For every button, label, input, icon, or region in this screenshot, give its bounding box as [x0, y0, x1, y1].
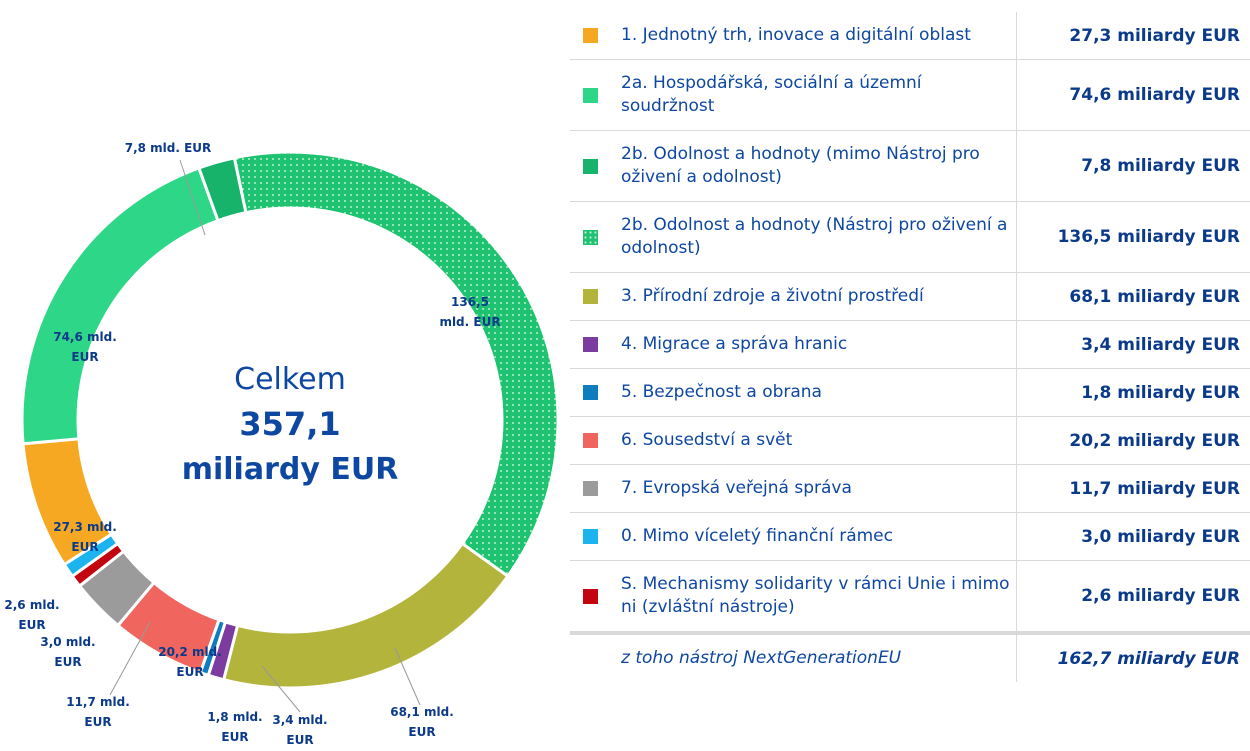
leader-line	[109, 621, 151, 696]
donut-chart	[20, 150, 560, 713]
leader-line	[394, 647, 421, 706]
slice-label: 1,8 mld. EUR	[207, 710, 263, 744]
legend-swatch	[583, 229, 598, 245]
legend-swatch	[583, 481, 598, 496]
footer-label: z toho nástroj NextGenerationEU	[621, 635, 1017, 682]
leader-line	[261, 665, 301, 713]
legend-value: 27,3 miliardy EUR	[1069, 25, 1240, 46]
legend-row: 0. Mimo víceletý finanční rámec 3,0 milia…	[570, 513, 1250, 561]
legend-row: 3. Přírodní zdroje a životní prostředí 68…	[570, 273, 1250, 321]
legend-label: 2a. Hospodářská, sociální a územní soudr…	[621, 60, 1017, 130]
legend-value: 136,5 miliardy EUR	[1057, 227, 1240, 247]
legend-row: 5. Bezpečnost a obrana 1,8 miliardy EUR	[570, 369, 1250, 417]
slice-label: 68,1 mld. EUR	[390, 705, 454, 739]
slice-label: 3,0 mld. EUR	[40, 635, 96, 669]
slice-label: 74,6 mld. EUR	[53, 330, 117, 364]
slice	[20, 166, 220, 446]
legend-value: 74,6 miliardy EUR	[1069, 85, 1240, 105]
slice-label: 11,7 mld. EUR	[66, 695, 130, 729]
legend-label: 5. Bezpečnost a obrana	[621, 369, 1017, 416]
legend-swatch	[583, 158, 598, 174]
center-unit: miliardy EUR	[181, 452, 399, 487]
legend-value: 2,6 miliardy EUR	[1081, 586, 1240, 606]
spacer	[583, 651, 598, 666]
slice-label: 27,3 mld. EUR	[53, 520, 117, 554]
footer-row: z toho nástroj NextGenerationEU 162,7 mil…	[570, 631, 1250, 682]
legend-label: 1. Jednotný trh, inovace a digitální obl…	[621, 12, 1017, 59]
legend-swatch	[583, 28, 598, 43]
legend-value: 3,0 miliardy EUR	[1081, 526, 1240, 547]
legend-row: 2a. Hospodářská, sociální a územní soudr…	[570, 60, 1250, 131]
legend-table: 1. Jednotný trh, inovace a digitální obl…	[570, 12, 1250, 682]
legend-value: 20,2 miliardy EUR	[1069, 430, 1240, 451]
slice-label: 2,6 mld. EUR	[4, 598, 60, 632]
leader-line	[179, 159, 206, 236]
slice-label: 7,8 mld. EUR	[124, 141, 212, 155]
legend-row: 1. Jednotný trh, inovace a digitální obl…	[570, 12, 1250, 60]
legend-row: 6. Sousedství a svět 20,2 miliardy EUR	[570, 417, 1250, 465]
legend-swatch	[583, 337, 598, 352]
legend-swatch	[583, 433, 598, 448]
legend-label: S. Mechanismy solidarity v rámci Unie i …	[621, 561, 1017, 631]
slice-label: 20,2 mld. EUR	[158, 645, 222, 679]
slice-label: 3,4 mld. EUR	[272, 713, 328, 747]
legend-swatch	[583, 385, 598, 400]
legend-value: 3,4 miliardy EUR	[1081, 334, 1240, 355]
slice	[197, 156, 248, 223]
legend-value: 1,8 miliardy EUR	[1081, 382, 1240, 403]
legend-row: 2b. Odolnost a hodnoty (Nástroj pro oživ…	[570, 202, 1250, 273]
slice	[232, 150, 560, 579]
legend-label: 3. Přírodní zdroje a životní prostředí	[621, 273, 1017, 320]
legend-label: 2b. Odolnost a hodnoty (Nástroj pro oživ…	[621, 202, 1017, 272]
legend-swatch	[583, 588, 598, 604]
center-total: 357,1	[239, 405, 341, 443]
center-title: Celkem	[234, 362, 346, 397]
footer-value: 162,7 miliardy EUR	[1057, 648, 1240, 669]
legend-swatch	[583, 529, 598, 544]
legend-label: 6. Sousedství a svět	[621, 417, 1017, 464]
slice	[221, 541, 510, 690]
legend-row: S. Mechanismy solidarity v rámci Unie i …	[570, 561, 1250, 632]
legend-value: 68,1 miliardy EUR	[1069, 286, 1240, 307]
legend-row: 2b. Odolnost a hodnoty (mimo Nástroj pro…	[570, 131, 1250, 202]
legend-value: 7,8 miliardy EUR	[1081, 156, 1240, 176]
slice-label: 136,5 mld. EUR	[439, 295, 501, 329]
legend-swatch	[583, 87, 598, 103]
legend-label: 0. Mimo víceletý finanční rámec	[621, 513, 1017, 560]
legend-value: 11,7 miliardy EUR	[1069, 478, 1240, 499]
legend-row: 4. Migrace a správa hranic 3,4 miliardy E…	[570, 321, 1250, 369]
legend-label: 2b. Odolnost a hodnoty (mimo Nástroj pro…	[621, 131, 1017, 201]
legend-row: 7. Evropská veřejná správa 11,7 miliardy …	[570, 465, 1250, 513]
legend-swatch	[583, 289, 598, 304]
legend-label: 7. Evropská veřejná správa	[621, 465, 1017, 512]
legend-label: 4. Migrace a správa hranic	[621, 321, 1017, 368]
